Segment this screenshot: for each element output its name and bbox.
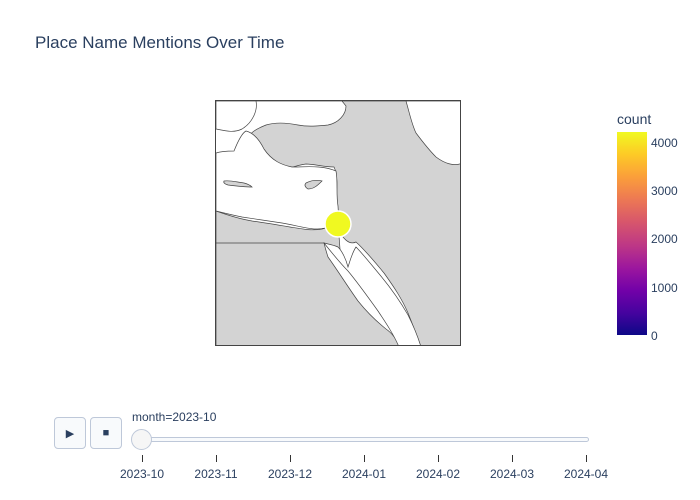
crete-island (223, 180, 253, 188)
slider-tick (142, 455, 143, 462)
colorbar-tick-label: 1000 (651, 281, 678, 295)
slider-tick-label[interactable]: 2024-01 (341, 467, 387, 481)
slider-tick-label[interactable]: 2024-04 (563, 467, 609, 481)
red-sea (323, 242, 421, 345)
colorbar (617, 132, 647, 335)
slider-tick (216, 455, 217, 462)
play-icon: ▶ (65, 427, 75, 440)
slider-track[interactable] (142, 437, 589, 442)
black-sea-strip (405, 101, 460, 165)
stop-button[interactable]: ■ (90, 417, 122, 449)
map-panel[interactable] (215, 100, 461, 346)
map-marker[interactable] (324, 210, 352, 238)
slider-tick (586, 455, 587, 462)
slider-tick-label[interactable]: 2023-12 (267, 467, 313, 481)
slider-current-label: month=2023-10 (132, 410, 217, 424)
stop-icon: ■ (102, 427, 110, 439)
slider-tick (438, 455, 439, 462)
northwest-water (216, 101, 257, 132)
colorbar-tick-label: 2000 (651, 232, 678, 246)
colorbar-title: count (617, 111, 652, 127)
colorbar-tick-label: 4000 (651, 136, 678, 150)
map-svg (216, 101, 460, 345)
slider-tick (290, 455, 291, 462)
slider-tick-label[interactable]: 2023-11 (194, 467, 238, 481)
slider-tick-label[interactable]: 2024-03 (489, 467, 535, 481)
slider-tick-label[interactable]: 2024-02 (415, 467, 461, 481)
slider-tick (512, 455, 513, 462)
slider-tick (364, 455, 365, 462)
chart-title: Place Name Mentions Over Time (35, 33, 285, 52)
colorbar-tick-label: 0 (651, 329, 658, 343)
slider-handle[interactable] (131, 429, 152, 450)
mediterranean-sea (216, 130, 340, 230)
cyprus-island (304, 180, 323, 190)
play-button[interactable]: ▶ (54, 417, 86, 449)
colorbar-tick-label: 3000 (651, 184, 678, 198)
slider-tick-label[interactable]: 2023-10 (119, 467, 165, 481)
